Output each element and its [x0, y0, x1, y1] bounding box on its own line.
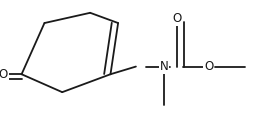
Text: O: O	[172, 12, 181, 25]
Text: O: O	[0, 68, 8, 81]
Text: O: O	[204, 60, 213, 73]
Text: N: N	[160, 60, 168, 73]
